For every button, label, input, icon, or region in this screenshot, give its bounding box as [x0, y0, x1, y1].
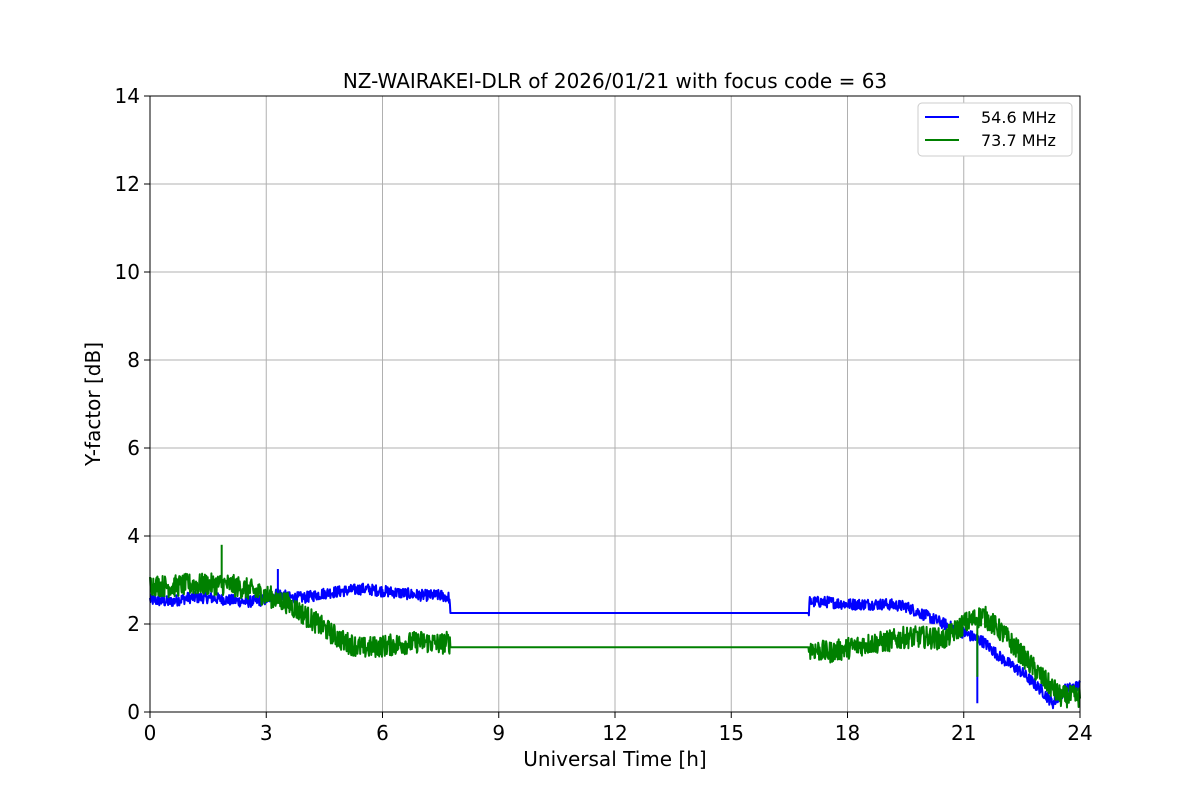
x-tick-label: 12: [602, 721, 627, 745]
y-axis-label: Y-factor [dB]: [81, 342, 105, 467]
y-tick-label: 10: [115, 260, 140, 284]
legend: 54.6 MHz 73.7 MHz: [917, 102, 1073, 157]
chart-title: NZ-WAIRAKEI-DLR of 2026/01/21 with focus…: [343, 69, 887, 93]
x-tick-label: 21: [951, 721, 976, 745]
x-tick-label: 3: [260, 721, 273, 745]
y-tick-label: 14: [115, 84, 140, 108]
x-tick-label: 24: [1067, 721, 1092, 745]
y-tick-label: 4: [127, 524, 140, 548]
y-tick-label: 0: [127, 700, 140, 724]
series-line-73-7-mhz: [149, 572, 1081, 709]
y-tick-label: 12: [115, 172, 140, 196]
x-tick-label: 6: [376, 721, 389, 745]
legend-label-54-6: 54.6 MHz: [981, 108, 1056, 127]
y-tick-label: 2: [127, 612, 140, 636]
x-tick-label: 18: [835, 721, 860, 745]
x-axis-label: Universal Time [h]: [523, 747, 706, 771]
y-tick-label: 6: [127, 436, 140, 460]
x-tick-label: 15: [719, 721, 744, 745]
series-line-54-6-mhz: [149, 582, 1081, 710]
series-layer: [149, 544, 1081, 710]
y-tick-label: 8: [127, 348, 140, 372]
legend-label-73-7: 73.7 MHz: [981, 131, 1056, 150]
x-tick-label: 0: [144, 721, 157, 745]
x-tick-label: 9: [492, 721, 505, 745]
